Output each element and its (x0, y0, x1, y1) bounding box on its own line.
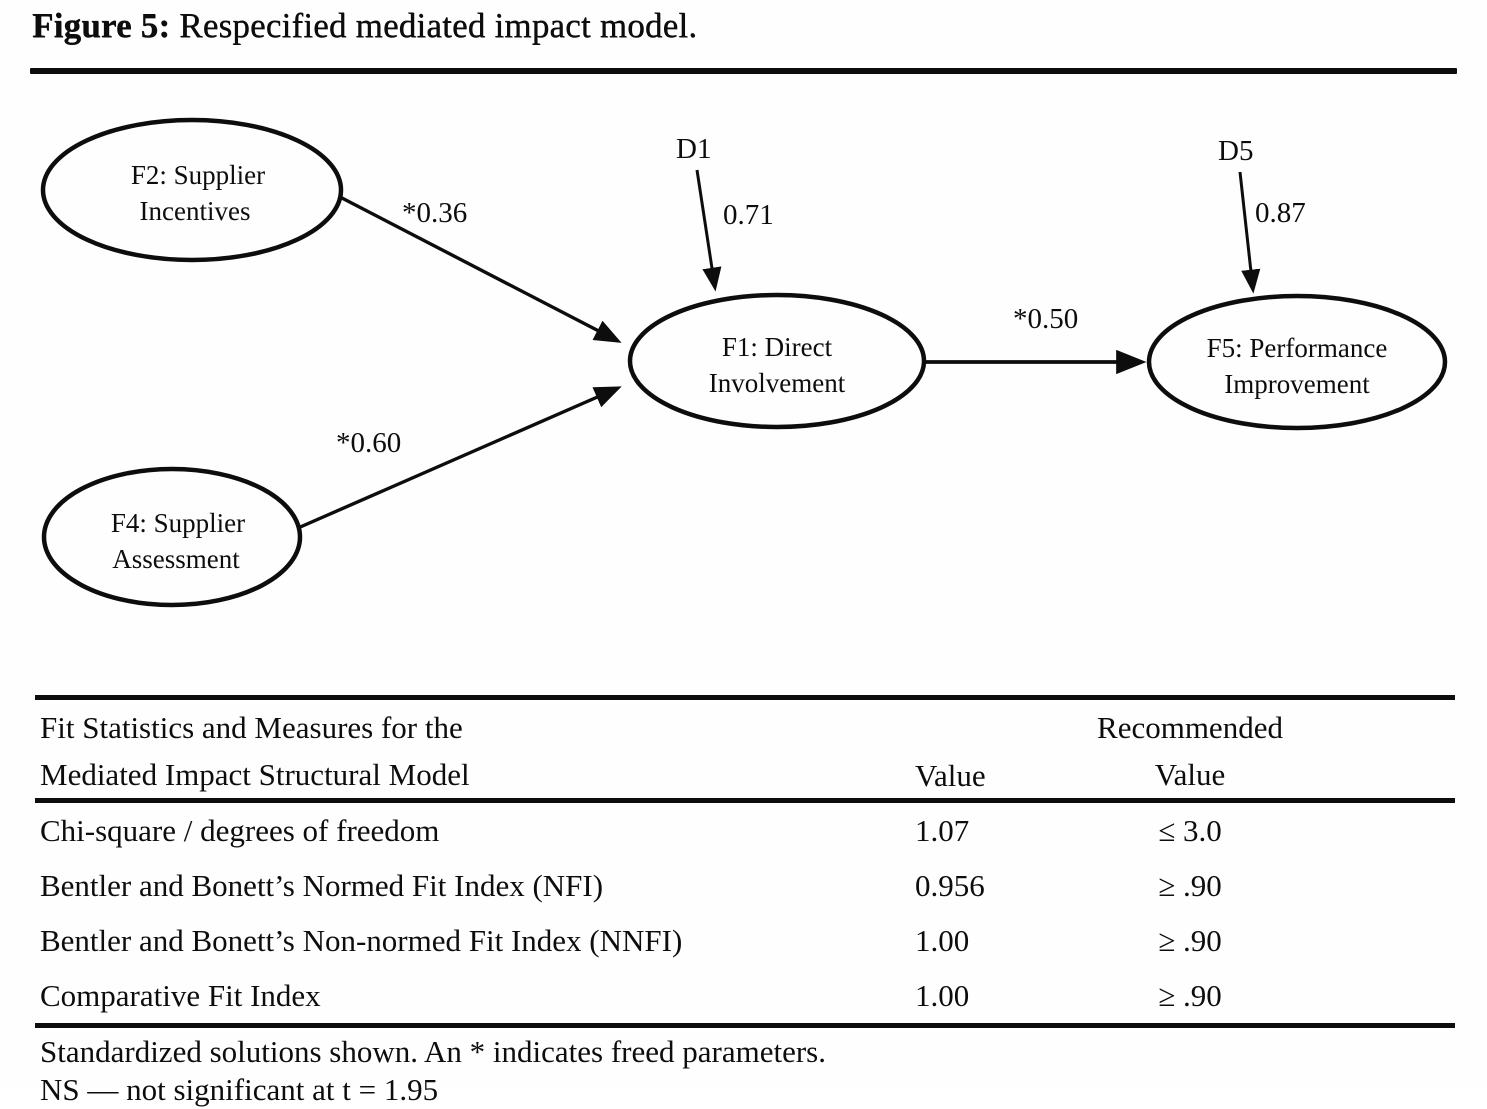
disturbance-d5-arrow (1238, 171, 1261, 294)
row-label: Bentler and Bonett’s Non-normed Fit Inde… (40, 922, 683, 958)
node-f4-label-line1: F4: Supplier (111, 508, 245, 538)
row-value: 1.07 (915, 812, 970, 848)
node-f2-label-line1: F2: Supplier (131, 160, 265, 190)
header-statistic: Fit Statistics and Measures for the Medi… (35, 704, 880, 798)
disturbance-d1-label: D1 (676, 133, 711, 165)
row-label: Chi-square / degrees of freedom (40, 812, 440, 848)
figure-caption-label: Figure 5: (32, 6, 171, 45)
disturbance-d5-label: D5 (1218, 135, 1253, 167)
node-f1-label-line2: Involvement (709, 368, 846, 398)
header-recommended-line2: Value (1154, 757, 1226, 792)
node-f1-ellipse (627, 292, 927, 430)
row-recommended: ≥ .90 (1158, 867, 1222, 903)
header-recommended-line1: Recommended (1097, 710, 1283, 745)
node-f1-label-line1: F1: Direct (722, 332, 833, 362)
coefficient-f1-f5: *0.50 (1013, 303, 1078, 335)
table-row: Bentler and Bonett’s Non-normed Fit Inde… (35, 913, 1455, 968)
header-statistic-line2: Mediated Impact Structural Model (40, 757, 470, 792)
row-recommended: ≥ .90 (1158, 922, 1222, 958)
node-f4-ellipse (41, 466, 303, 608)
table-footnote-clipped: NS — not significant at t = 1.95 (40, 1072, 439, 1107)
row-recommended: ≤ 3.0 (1158, 812, 1222, 848)
coefficient-f2-f1: *0.36 (402, 197, 467, 229)
node-f2-label-line2: Incentives (140, 196, 251, 226)
row-filler (1300, 803, 1455, 858)
table-header-row: Fit Statistics and Measures for the Medi… (35, 700, 1455, 803)
row-value: 1.00 (915, 977, 970, 1013)
path-f4-to-f1-arrow (297, 386, 622, 530)
disturbance-d5-value: 0.87 (1255, 197, 1306, 229)
figure-caption-text: Respecified mediated impact model. (170, 6, 698, 45)
row-recommended: ≥ .90 (1158, 977, 1222, 1013)
header-recommended: Recommended Value (1080, 704, 1300, 798)
row-value: 0.956 (915, 867, 985, 903)
path-f2-to-f1-arrow (339, 195, 622, 343)
row-filler (1300, 968, 1455, 1023)
node-f5-label-line1: F5: Performance (1207, 333, 1388, 363)
header-filler (1300, 704, 1455, 798)
row-label: Comparative Fit Index (40, 977, 321, 1013)
node-f5-label-line2: Improvement (1224, 369, 1370, 399)
table-row: Comparative Fit Index 1.00 ≥ .90 (35, 968, 1455, 1023)
header-value: Value (880, 704, 1080, 798)
node-f5-ellipse (1146, 293, 1448, 431)
table-row: Bentler and Bonett’s Normed Fit Index (N… (35, 858, 1455, 913)
header-statistic-line1: Fit Statistics and Measures for the (40, 710, 463, 745)
row-value: 1.00 (915, 922, 970, 958)
disturbance-d1-value: 0.71 (723, 199, 774, 231)
coefficient-f4-f1: *0.60 (336, 427, 401, 459)
row-filler (1300, 913, 1455, 968)
row-label: Bentler and Bonett’s Normed Fit Index (N… (40, 867, 604, 903)
row-filler (1300, 858, 1455, 913)
header-value-label: Value (915, 758, 986, 793)
node-f2-ellipse (40, 117, 344, 263)
figure-caption: Figure 5: Respecified mediated impact mo… (32, 6, 697, 46)
table-row: Chi-square / degrees of freedom 1.07 ≤ 3… (35, 803, 1455, 858)
title-rule (30, 68, 1457, 74)
fit-statistics-table: Fit Statistics and Measures for the Medi… (35, 695, 1455, 1028)
disturbance-d1-arrow (695, 169, 722, 292)
node-f4-label-line2: Assessment (112, 544, 240, 574)
table-footnote: Standardized solutions shown. An * indic… (40, 1034, 826, 1069)
